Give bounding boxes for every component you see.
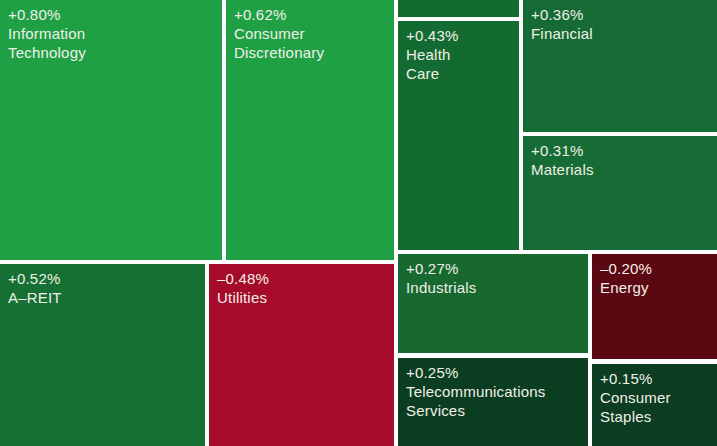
treemap-tile-a-reit[interactable]: +0.52%A–REIT	[0, 264, 205, 446]
treemap-tile-health-care[interactable]: +0.43%Health Care	[398, 21, 519, 250]
tile-change-percent: –0.20%	[600, 259, 709, 278]
treemap-tile-information-technology[interactable]: +0.80%Information Technology	[0, 0, 222, 260]
treemap-tile-materials[interactable]: +0.31%Materials	[523, 136, 717, 250]
tile-sector-name: Financial	[531, 24, 709, 43]
tile-sector-name: Industrials	[406, 278, 580, 297]
tile-sector-name: Materials	[531, 160, 709, 179]
tile-change-percent: +0.27%	[406, 259, 580, 278]
tile-sector-name: Consumer Discretionary	[234, 24, 386, 62]
tile-change-percent: +0.31%	[531, 141, 709, 160]
tile-sector-name: Information Technology	[8, 24, 214, 62]
treemap-tile-energy[interactable]: –0.20%Energy	[592, 254, 717, 359]
tile-change-percent: +0.25%	[406, 363, 580, 382]
tile-sector-name: A–REIT	[8, 288, 197, 307]
treemap-tile-utilities[interactable]: –0.48%Utilities	[209, 264, 394, 446]
tile-change-percent: +0.62%	[234, 5, 386, 24]
treemap-tile-small-unlabeled[interactable]	[398, 0, 519, 17]
tile-change-percent: +0.52%	[8, 269, 197, 288]
treemap-tile-telecommunications-services[interactable]: +0.25%Telecommunications Services	[398, 358, 588, 446]
treemap-tile-industrials[interactable]: +0.27%Industrials	[398, 254, 588, 353]
tile-change-percent: +0.36%	[531, 5, 709, 24]
tile-change-percent: +0.15%	[600, 369, 709, 388]
treemap-tile-consumer-discretionary[interactable]: +0.62%Consumer Discretionary	[226, 0, 394, 260]
tile-change-percent: –0.48%	[217, 269, 386, 288]
tile-sector-name: Consumer Staples	[600, 388, 709, 426]
sector-performance-treemap: +0.80%Information Technology+0.62%Consum…	[0, 0, 717, 446]
tile-change-percent: +0.80%	[8, 5, 214, 24]
treemap-tile-financial[interactable]: +0.36%Financial	[523, 0, 717, 132]
treemap-tile-consumer-staples[interactable]: +0.15%Consumer Staples	[592, 364, 717, 446]
tile-sector-name: Health Care	[406, 45, 511, 83]
tile-sector-name: Utilities	[217, 288, 386, 307]
tile-sector-name: Energy	[600, 278, 709, 297]
tile-change-percent: +0.43%	[406, 26, 511, 45]
tile-sector-name: Telecommunications Services	[406, 382, 580, 420]
